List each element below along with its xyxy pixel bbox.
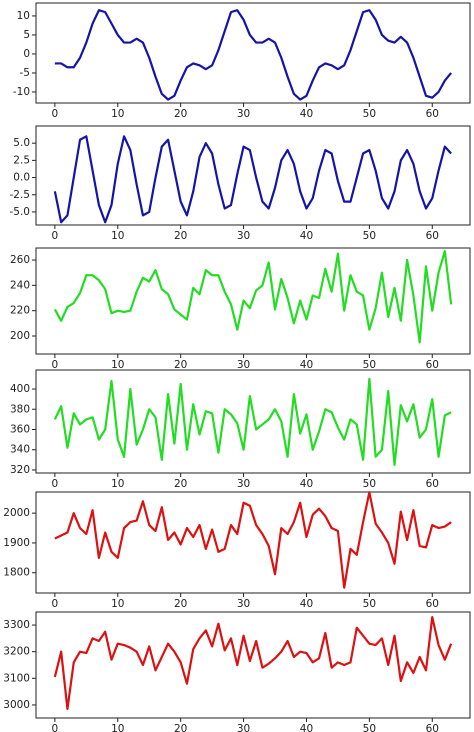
y-tick-label: 260	[10, 254, 30, 266]
y-tick-label: 3100	[3, 672, 30, 684]
data-line	[53, 377, 452, 467]
y-tick-label: 3000	[3, 699, 30, 711]
y-tick-label: 5.0	[13, 137, 30, 149]
y-tick-label: 380	[10, 403, 30, 415]
plot-frame	[35, 125, 471, 226]
x-tick-label: 50	[363, 108, 376, 120]
y-tick-label: -2.5	[10, 189, 31, 201]
x-tick-label: 10	[111, 598, 124, 610]
x-tick-label: 10	[111, 478, 124, 490]
x-tick-label: 50	[363, 478, 376, 490]
x-tick-label: 20	[174, 230, 187, 242]
data-line	[54, 9, 452, 101]
x-tick-label: 50	[363, 230, 376, 242]
x-tick-label: 0	[52, 478, 59, 490]
data-line	[53, 250, 453, 344]
x-tick-label: 60	[426, 478, 439, 490]
x-tick-label: 40	[300, 723, 313, 732]
x-tick-label: 10	[111, 723, 124, 732]
x-tick-label: 30	[237, 723, 250, 732]
x-tick-label: 40	[300, 108, 313, 120]
y-tick-label: 240	[10, 279, 30, 291]
x-tick-label: 60	[426, 108, 439, 120]
x-tick-label: 50	[363, 723, 376, 732]
plot-frame	[35, 611, 471, 719]
x-tick-label: 20	[174, 478, 187, 490]
y-tick-label: 5	[23, 29, 30, 41]
x-tick-label: 30	[237, 230, 250, 242]
y-tick-label: 400	[10, 383, 30, 395]
x-tick-label: 30	[237, 359, 250, 371]
y-tick-label: 220	[10, 305, 30, 317]
x-tick-label: 10	[111, 108, 124, 120]
y-tick-label: -10	[13, 86, 30, 98]
x-tick-label: 50	[363, 598, 376, 610]
x-tick-label: 40	[300, 598, 313, 610]
y-tick-label: -5.0	[10, 206, 31, 218]
y-tick-label: 0.0	[13, 172, 30, 184]
x-tick-label: 20	[174, 359, 187, 371]
y-tick-label: 200	[10, 330, 30, 342]
x-tick-label: 50	[363, 359, 376, 371]
plot-frame	[35, 247, 471, 355]
x-tick-label: 60	[426, 723, 439, 732]
x-tick-label: 40	[300, 478, 313, 490]
x-tick-label: 0	[52, 598, 59, 610]
x-tick-label: 60	[426, 359, 439, 371]
x-tick-label: 10	[111, 230, 124, 242]
x-tick-label: 30	[237, 478, 250, 490]
y-tick-label: 3300	[3, 619, 30, 631]
x-tick-label: 0	[52, 723, 59, 732]
x-tick-label: 40	[300, 230, 313, 242]
y-tick-label: 3200	[3, 646, 30, 658]
plot-frame	[35, 369, 471, 474]
y-tick-label: 1900	[3, 537, 30, 549]
plot-frame	[35, 491, 471, 594]
x-tick-label: 30	[237, 598, 250, 610]
x-tick-label: 0	[52, 230, 59, 242]
x-tick-label: 60	[426, 230, 439, 242]
x-tick-label: 60	[426, 598, 439, 610]
y-tick-label: 2.5	[13, 154, 30, 166]
x-tick-label: 40	[300, 359, 313, 371]
x-tick-label: 0	[52, 108, 59, 120]
data-line	[53, 615, 453, 711]
x-tick-label: 20	[174, 598, 187, 610]
y-tick-label: 1800	[3, 567, 30, 579]
y-tick-label: 340	[10, 444, 30, 456]
y-tick-label: 360	[10, 423, 30, 435]
x-tick-label: 20	[174, 723, 187, 732]
y-tick-label: 10	[17, 10, 30, 22]
y-tick-label: 0	[23, 48, 30, 60]
data-line	[53, 135, 452, 224]
data-line	[54, 491, 452, 589]
x-tick-label: 30	[237, 108, 250, 120]
x-tick-label: 0	[52, 359, 59, 371]
y-tick-label: 2000	[3, 507, 30, 519]
plot-frame	[35, 2, 471, 104]
y-tick-label: -5	[20, 67, 30, 79]
y-tick-label: 320	[10, 464, 30, 476]
x-tick-label: 20	[174, 108, 187, 120]
x-tick-label: 10	[111, 359, 124, 371]
